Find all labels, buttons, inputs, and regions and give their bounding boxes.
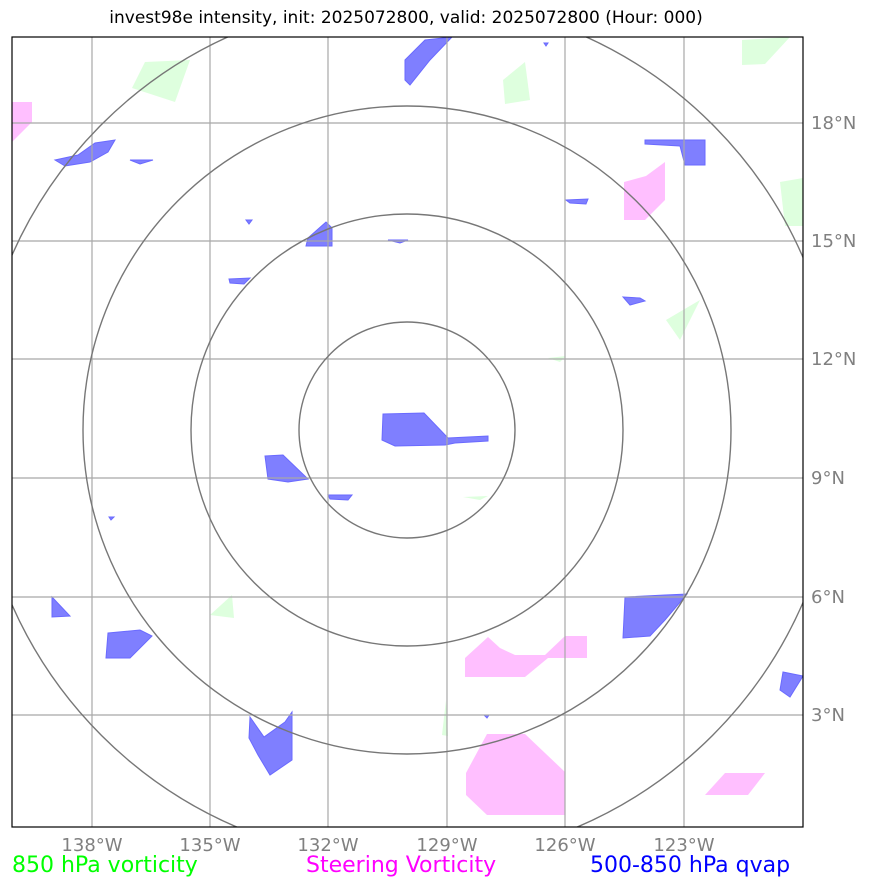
- range-ring: [298, 321, 516, 539]
- map-frame: [11, 36, 804, 828]
- lat-tick-label: 12°N: [811, 349, 856, 370]
- qvap-patch: [245, 219, 253, 225]
- vorticity-850-patch: [780, 178, 803, 226]
- legend-steering-vorticity: Steering Vorticity: [306, 853, 497, 878]
- qvap-patch: [129, 159, 154, 165]
- steering-vorticity-fields: [12, 102, 765, 815]
- steering-vorticity-patch: [624, 162, 665, 220]
- qvap-patch: [404, 37, 453, 86]
- lat-tick-label: 3°N: [811, 705, 845, 726]
- vorticity-850-patch: [463, 496, 488, 500]
- map-title: invest98e intensity, init: 2025072800, v…: [109, 8, 703, 28]
- lon-labels: 138°W 135°W 132°W 129°W 126°W 123°W: [61, 835, 714, 856]
- range-rings: [12, 37, 803, 827]
- qvap-patch: [305, 221, 333, 247]
- qvap-patch: [644, 139, 706, 166]
- qvap-patch: [53, 139, 116, 167]
- lon-tick-label: 135°W: [179, 835, 240, 856]
- qvap-patch: [51, 595, 72, 618]
- qvap-patch: [327, 494, 354, 501]
- lat-tick-label: 6°N: [811, 587, 845, 608]
- lat-labels: 18°N 15°N 12°N 9°N 6°N 3°N: [811, 113, 856, 726]
- lon-tick-label: 129°W: [416, 835, 477, 856]
- qvap-fields: [51, 37, 803, 776]
- legend-850-vorticity: 850 hPa vorticity: [12, 853, 198, 878]
- lat-tick-label: 15°N: [811, 231, 856, 252]
- qvap-patch: [248, 710, 293, 776]
- steering-vorticity-patch: [705, 773, 765, 795]
- range-ring: [82, 105, 732, 755]
- qvap-patch: [381, 412, 489, 447]
- steering-vorticity-patch: [465, 636, 587, 677]
- qvap-patch: [264, 454, 310, 483]
- qvap-patch: [228, 277, 252, 285]
- vorticity-850-patch: [666, 300, 700, 340]
- lon-tick-label: 138°W: [61, 835, 122, 856]
- legend-qvap: 500-850 hPa qvap: [590, 853, 791, 878]
- qvap-patch: [779, 671, 803, 698]
- lon-tick-label: 126°W: [534, 835, 595, 856]
- graticule: [12, 37, 803, 827]
- vorticity-850-patch: [132, 60, 190, 102]
- qvap-patch: [543, 42, 549, 47]
- lon-tick-label: 123°W: [653, 835, 714, 856]
- steering-vorticity-patch: [12, 102, 32, 142]
- vorticity-850-patch: [503, 62, 530, 104]
- vorticity-850-patch: [210, 595, 234, 618]
- qvap-patch: [622, 593, 689, 639]
- steering-vorticity-patch: [466, 734, 565, 815]
- range-ring: [190, 213, 624, 647]
- qvap-patch: [108, 516, 116, 521]
- qvap-patch: [564, 198, 589, 205]
- lon-tick-label: 132°W: [297, 835, 358, 856]
- lat-tick-label: 18°N: [811, 113, 856, 134]
- qvap-patch: [621, 296, 647, 306]
- qvap-patch: [105, 629, 153, 659]
- vorticity-850-patch: [742, 37, 790, 65]
- lat-tick-label: 9°N: [811, 468, 845, 489]
